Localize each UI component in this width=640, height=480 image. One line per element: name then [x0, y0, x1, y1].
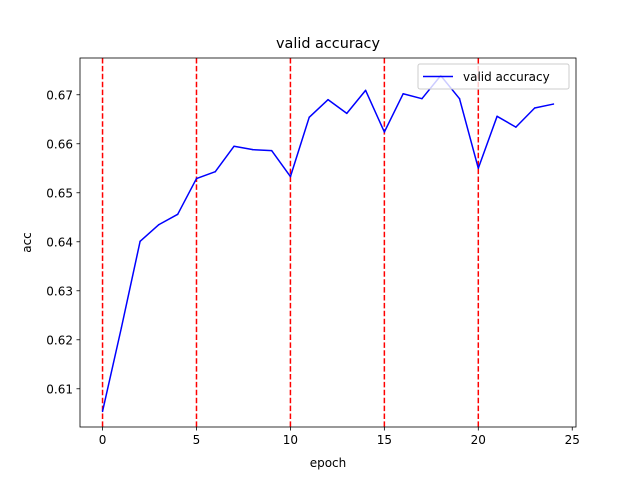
data-point: [195, 177, 198, 180]
data-point: [533, 107, 536, 109]
y-tick-label: 0.66: [46, 137, 73, 151]
data-point: [252, 148, 254, 151]
data-point: [496, 115, 498, 118]
data-point: [101, 410, 104, 413]
chart-title: valid accuracy: [276, 36, 380, 52]
x-tick-label: 0: [99, 433, 107, 447]
x-axis-label: epoch: [310, 456, 347, 470]
data-point: [421, 97, 423, 100]
plot-area: [80, 58, 576, 427]
data-point: [458, 97, 461, 100]
y-tick-label: 0.67: [46, 88, 73, 102]
data-point: [327, 98, 329, 101]
data-point: [176, 213, 179, 216]
data-point: [552, 103, 555, 105]
y-tick-label: 0.62: [46, 333, 73, 347]
data-point: [515, 126, 517, 128]
vertical-marker-lines: [101, 58, 480, 427]
y-tick-label: 0.64: [46, 235, 73, 249]
y-tick-label: 0.61: [46, 382, 73, 396]
y-axis: 0.61 0.62 0.63 0.64 0.65 0.66 0.67: [46, 88, 80, 396]
data-point: [270, 149, 273, 152]
legend: valid accuracy: [417, 63, 570, 90]
data-point: [346, 112, 348, 115]
data-point: [402, 93, 404, 95]
x-axis: 0 5 10 15 20 25: [99, 427, 580, 447]
data-point: [214, 170, 217, 173]
y-tick-label: 0.65: [46, 186, 73, 200]
data-point: [308, 116, 310, 119]
legend-box: [417, 63, 570, 90]
x-tick-label: 10: [283, 433, 298, 447]
x-tick-label: 15: [377, 433, 392, 447]
data-point: [477, 167, 480, 170]
data-point: [158, 223, 160, 226]
data-point: [364, 89, 367, 92]
x-tick-label: 5: [193, 433, 201, 447]
data-point: [233, 145, 235, 147]
x-tick-label: 25: [565, 433, 580, 447]
y-tick-label: 0.63: [46, 284, 73, 298]
x-tick-label: 20: [471, 433, 486, 447]
y-axis-label: acc: [20, 232, 34, 253]
data-point: [289, 175, 292, 178]
data-point: [139, 240, 141, 243]
data-point: [383, 131, 386, 133]
legend-label-valid-accuracy: valid accuracy: [463, 70, 550, 84]
data-point: [120, 327, 123, 329]
series-layer: [101, 74, 555, 413]
plot-frame: [79, 57, 577, 428]
